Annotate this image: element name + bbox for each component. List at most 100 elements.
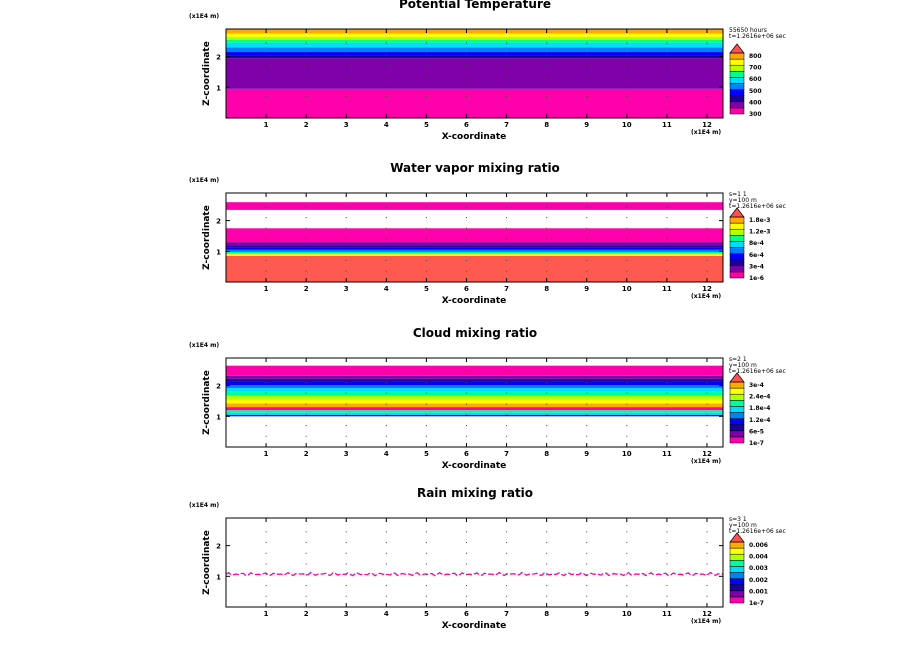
grid-dot bbox=[706, 260, 708, 262]
grid-dot bbox=[706, 74, 708, 76]
grid-dot bbox=[305, 74, 307, 76]
grid-dot bbox=[465, 249, 467, 251]
grid-dot bbox=[706, 53, 708, 55]
grid-dot bbox=[305, 552, 307, 554]
grid-dot bbox=[345, 371, 347, 373]
x-tick-label: 10 bbox=[622, 285, 632, 293]
colorbar-swatch-6 bbox=[729, 77, 745, 84]
grid-dot bbox=[425, 595, 427, 597]
x-tick-label: 8 bbox=[544, 285, 549, 293]
colorbar-swatch-3 bbox=[729, 259, 745, 267]
x-tick-label: 5 bbox=[424, 285, 429, 293]
grid-dot bbox=[546, 217, 548, 219]
colorbar-swatch-9 bbox=[729, 387, 745, 395]
colorbar-swatch-8 bbox=[729, 64, 745, 72]
colorbar-swatch-10 bbox=[729, 216, 745, 224]
plot-area bbox=[226, 518, 723, 607]
contour-band-7 bbox=[226, 39, 723, 43]
grid-dot bbox=[385, 542, 387, 544]
grid-dot bbox=[666, 106, 668, 108]
grid-dot bbox=[666, 96, 668, 98]
colorbar-swatch-9 bbox=[729, 58, 745, 66]
grid-dot bbox=[345, 595, 347, 597]
grid-dot bbox=[626, 531, 628, 533]
x-tick-label: 5 bbox=[424, 450, 429, 458]
colorbar-label: 700 bbox=[749, 65, 762, 72]
grid-dot bbox=[385, 85, 387, 87]
x-tick-label: 1 bbox=[264, 610, 269, 618]
grid-dot bbox=[706, 382, 708, 384]
grid-dot bbox=[465, 96, 467, 98]
grid-dot bbox=[345, 96, 347, 98]
z-tick-label: 2 bbox=[216, 383, 221, 391]
grid-dot bbox=[506, 403, 508, 405]
grid-dot bbox=[666, 403, 668, 405]
colorbar-label: 800 bbox=[749, 53, 762, 60]
z-scale-label: (x1E4 m) bbox=[189, 177, 219, 184]
grid-dot bbox=[265, 249, 267, 251]
grid-dot bbox=[706, 96, 708, 98]
grid-dot bbox=[465, 585, 467, 587]
grid-dot bbox=[546, 542, 548, 544]
chart-title: Water vapor mixing ratio bbox=[390, 161, 560, 175]
colorbar-swatch-7 bbox=[729, 235, 745, 242]
z-tick-label: 1 bbox=[216, 573, 221, 581]
grid-dot bbox=[425, 42, 427, 44]
info-line-2: y=100 m bbox=[729, 362, 757, 369]
grid-dot bbox=[706, 595, 708, 597]
grid-dot bbox=[666, 249, 668, 251]
grid-dot bbox=[465, 595, 467, 597]
info-line-2: y=100 m bbox=[729, 522, 757, 529]
grid-dot bbox=[385, 403, 387, 405]
x-tick-label: 2 bbox=[304, 450, 309, 458]
colorbar-label: 3e-4 bbox=[749, 263, 764, 270]
grid-dot bbox=[586, 585, 588, 587]
grid-dot bbox=[305, 595, 307, 597]
contour-band-1 bbox=[226, 255, 723, 282]
grid-dot bbox=[506, 531, 508, 533]
grid-dot bbox=[425, 85, 427, 87]
grid-dot bbox=[546, 414, 548, 416]
grid-dot bbox=[465, 574, 467, 576]
contour-band-4 bbox=[226, 407, 723, 411]
contour-band-10 bbox=[226, 385, 723, 389]
x-tick-label: 3 bbox=[344, 610, 349, 618]
z-tick-label: 2 bbox=[216, 54, 221, 62]
colorbar-swatch-1 bbox=[729, 271, 745, 279]
contour-band-5 bbox=[226, 247, 723, 250]
grid-dot bbox=[305, 392, 307, 394]
grid-dot bbox=[265, 85, 267, 87]
grid-dot bbox=[265, 414, 267, 416]
plot-frame bbox=[225, 357, 724, 448]
grid-dot bbox=[706, 249, 708, 251]
grid-dot bbox=[666, 595, 668, 597]
colorbar-label: 1.2e-3 bbox=[749, 229, 770, 236]
x-tick-label: 8 bbox=[544, 610, 549, 618]
grid-dot bbox=[626, 106, 628, 108]
x-scale-label: (x1E4 m) bbox=[691, 458, 721, 465]
grid-dot bbox=[706, 574, 708, 576]
info-line-1: s=1 1 bbox=[729, 191, 747, 198]
grid-dot bbox=[425, 542, 427, 544]
x-tick-label: 9 bbox=[584, 121, 589, 129]
grid-dot bbox=[465, 85, 467, 87]
grid-dot bbox=[385, 238, 387, 240]
grid-dot bbox=[506, 382, 508, 384]
contour-band-3 bbox=[226, 55, 723, 59]
grid-dot bbox=[265, 595, 267, 597]
colorbar-label: 500 bbox=[749, 88, 762, 95]
grid-dot bbox=[425, 260, 427, 262]
plot-background bbox=[226, 518, 723, 607]
grid-dot bbox=[305, 106, 307, 108]
x-scale-label: (x1E4 m) bbox=[691, 618, 721, 625]
grid-dot bbox=[546, 42, 548, 44]
grid-dot bbox=[666, 217, 668, 219]
x-tick-label: 7 bbox=[504, 450, 509, 458]
colorbar-label: 0.001 bbox=[749, 588, 768, 595]
grid-dot bbox=[345, 552, 347, 554]
grid-dot bbox=[546, 595, 548, 597]
grid-dot bbox=[425, 371, 427, 373]
z-tick-label: 1 bbox=[216, 413, 221, 421]
